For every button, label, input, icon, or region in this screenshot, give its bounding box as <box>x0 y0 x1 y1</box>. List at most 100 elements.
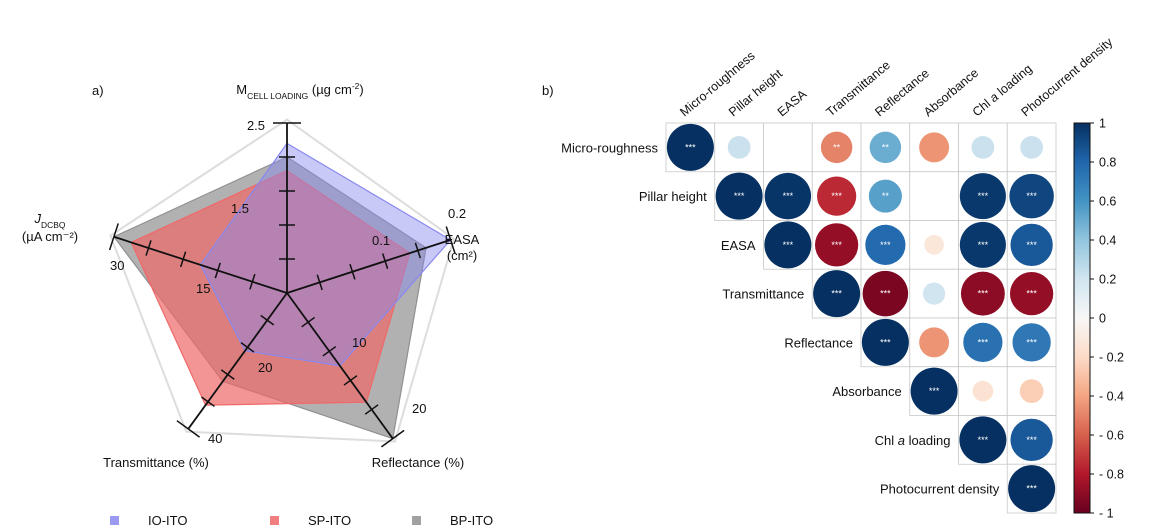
corr-circle <box>959 173 1006 220</box>
corr-circle <box>817 176 857 216</box>
corr-circle <box>814 223 859 267</box>
corr-circle <box>868 179 902 213</box>
corr-circle <box>971 135 995 159</box>
radar-tick-2-2 <box>322 345 337 357</box>
significance-label: *** <box>734 191 745 201</box>
significance-label: ** <box>833 142 841 152</box>
radar-tick-label: 0.1 <box>372 233 390 248</box>
axis-name-jdcbq-unit: (µA cm⁻²) <box>22 229 78 244</box>
significance-label: *** <box>831 191 842 201</box>
corr-circle <box>865 224 906 265</box>
colorbar-tick-label: 0.6 <box>1099 195 1116 209</box>
significance-label: *** <box>978 337 989 347</box>
legend-label-io-ito: IO-ITO <box>148 513 187 528</box>
legend-swatch-bp-ito <box>412 516 421 525</box>
radar-tick-label: 0.2 <box>448 206 466 221</box>
corr-circle <box>1009 271 1054 316</box>
corr-circle <box>963 322 1003 362</box>
corr-circle <box>1010 418 1053 462</box>
series-polygon-io-ito <box>199 142 452 367</box>
colorbar-tick-label: 0 <box>1099 312 1106 326</box>
radar-tick-4-4 <box>145 240 152 256</box>
panel-a-label: a) <box>92 83 104 98</box>
radar-tick-4-3 <box>179 251 187 268</box>
significance-label: *** <box>1026 337 1037 347</box>
radar-panel: a) 1.5 2.5 0.1 0.2 10 20 20 40 15 30 MCELL LOADING… <box>22 81 493 528</box>
axis-name-easa: EASA <box>445 232 480 247</box>
radar-axis-3 <box>187 292 288 430</box>
radar-tick-label: 10 <box>352 335 366 350</box>
row-label: EASA <box>721 238 756 253</box>
significance-label: *** <box>1026 435 1037 445</box>
significance-label: *** <box>880 240 891 250</box>
corr-circle <box>869 131 902 164</box>
colorbar-tick-label: - 0.4 <box>1099 390 1124 404</box>
radar-tick-2-3 <box>343 375 358 386</box>
panel-b-label: b) <box>542 83 554 98</box>
correlation-panel: b) *** ** ***** *** *** ** *** ****** *** *** *** *… <box>542 34 1124 520</box>
corr-circle <box>1020 135 1044 159</box>
corr-circle <box>1010 223 1053 267</box>
corr-circle <box>715 172 763 220</box>
corr-circle <box>972 380 994 402</box>
significance-label: *** <box>831 289 842 299</box>
radar-tick-3-5 <box>176 420 201 438</box>
radar-tick-label: 2.5 <box>247 118 265 133</box>
radar-tick-3-4 <box>201 396 215 408</box>
corr-circle <box>910 367 958 415</box>
corr-circle <box>666 123 714 171</box>
significance-label: *** <box>783 240 794 250</box>
corr-circle <box>919 327 950 358</box>
radar-tick-2-4 <box>364 404 379 415</box>
radar-tick-3-2 <box>240 342 255 353</box>
radar-tick-1-2 <box>349 263 356 280</box>
radar-tick-label: 15 <box>196 281 210 296</box>
radar-axis-4 <box>113 235 288 294</box>
legend-label-bp-ito: BP-ITO <box>450 513 493 528</box>
radar-tick-1-5 <box>445 226 456 254</box>
matrix-cell <box>1006 122 1057 173</box>
row-label: Micro-roughness <box>561 140 658 155</box>
colorbar-tick-label: - 0.6 <box>1099 429 1124 443</box>
corr-circle <box>960 271 1005 316</box>
colorbar-tick-label: 0.8 <box>1099 156 1116 170</box>
axis-name-reflectance: Reflectance (%) <box>372 455 464 470</box>
significance-label: ** <box>882 142 890 152</box>
row-label: Transmittance <box>722 287 804 302</box>
significance-label: *** <box>929 386 940 396</box>
radar-tick-2-1 <box>301 316 316 328</box>
row-label: Photocurrent density <box>880 482 1000 497</box>
significance-label: *** <box>978 240 989 250</box>
colorbar-tick-label: - 0.2 <box>1099 351 1124 365</box>
significance-label: *** <box>880 289 891 299</box>
significance-label: *** <box>831 240 842 250</box>
significance-label: *** <box>1026 289 1037 299</box>
colorbar-tick-label: - 0.8 <box>1099 468 1124 482</box>
corr-circle <box>764 172 812 220</box>
significance-label: *** <box>1026 191 1037 201</box>
corr-circle <box>923 282 946 305</box>
corr-circle <box>1019 379 1044 403</box>
axis-name-easa-unit: (cm²) <box>447 248 477 263</box>
significance-label: *** <box>978 435 989 445</box>
corr-circle <box>919 132 950 163</box>
colorbar <box>1073 122 1091 514</box>
column-label: EASA <box>775 87 810 120</box>
radar-tick-3-3 <box>220 369 235 380</box>
row-label: Pillar height <box>639 189 707 204</box>
significance-label: *** <box>978 289 989 299</box>
row-label: Chl a loading <box>875 433 951 448</box>
corr-circle <box>959 416 1007 464</box>
radar-tick-1-1 <box>316 274 323 291</box>
colorbar-tick-label: 0.4 <box>1099 234 1116 248</box>
significance-label: *** <box>685 142 696 152</box>
matrix-cell <box>763 122 813 173</box>
legend-swatch-io-ito <box>110 516 119 525</box>
radar-tick-1-3 <box>381 253 389 269</box>
radar-tick-2-5 <box>381 429 405 448</box>
row-label: Reflectance <box>784 335 853 350</box>
radar-tick-4-1 <box>249 273 256 290</box>
corr-circle <box>959 221 1006 268</box>
radar-tick-4-2 <box>214 262 221 279</box>
corr-circle <box>764 221 812 269</box>
